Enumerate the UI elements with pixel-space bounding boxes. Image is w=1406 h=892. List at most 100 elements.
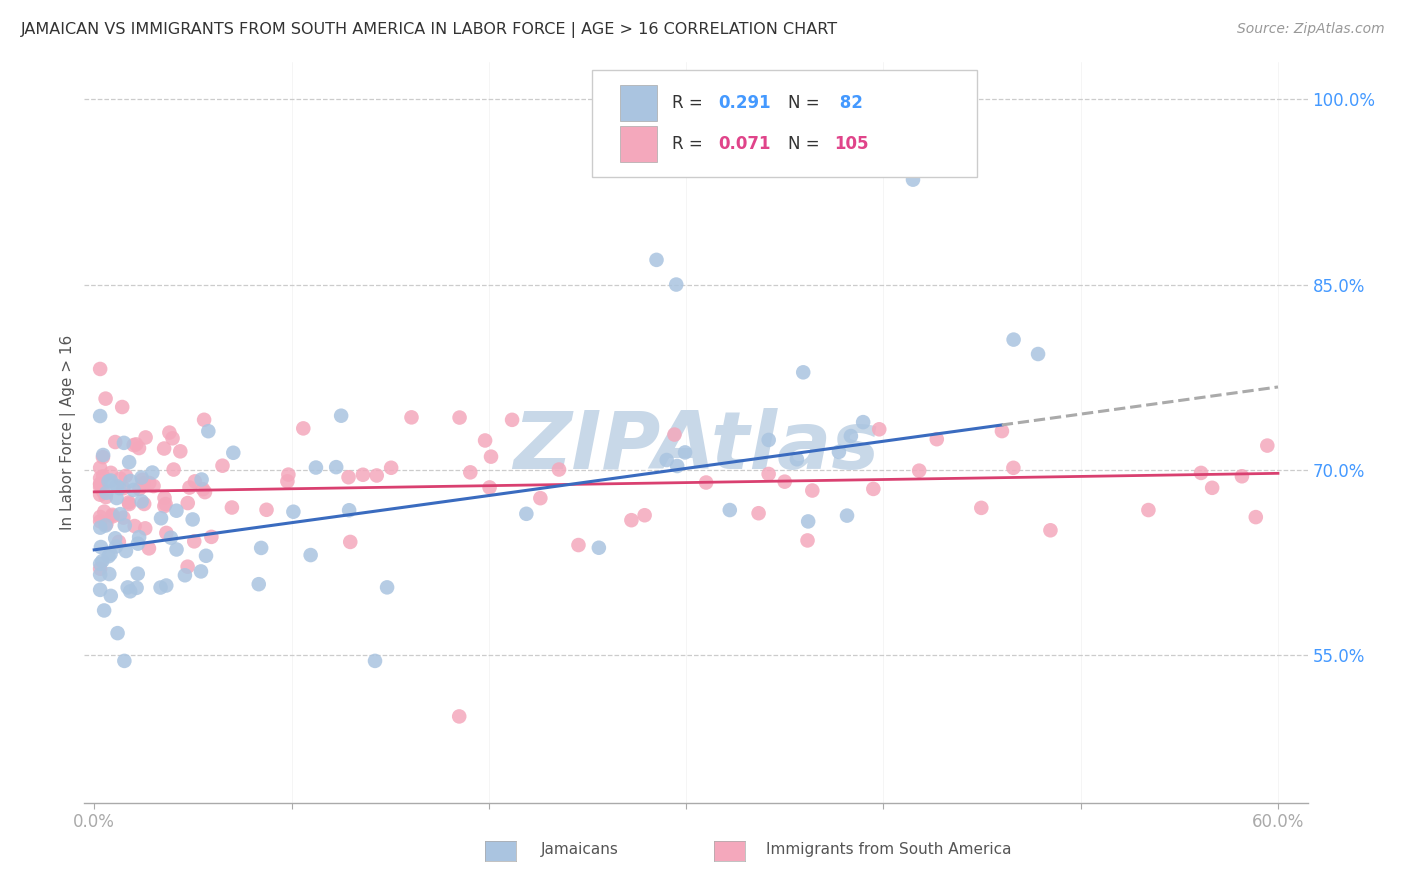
Point [458, 466, 481, 480]
Point [122, 438, 145, 452]
Point [177, 496, 200, 510]
Point [401, 410, 423, 425]
Point [181, 512, 204, 526]
Point [118, 497, 141, 511]
Text: 105: 105 [834, 135, 869, 153]
Point [1244, 510, 1267, 524]
Point [666, 458, 689, 473]
Point [115, 468, 138, 483]
Point [90, 540, 112, 554]
Text: Jamaicans: Jamaicans [541, 842, 619, 856]
Point [292, 421, 315, 435]
Point [1189, 466, 1212, 480]
Point [97, 549, 120, 564]
Point [94, 518, 117, 533]
Point [160, 531, 183, 545]
Point [89, 477, 111, 491]
Point [169, 444, 191, 458]
Point [852, 415, 875, 429]
Point [380, 460, 402, 475]
Point [128, 482, 150, 496]
Point [135, 430, 157, 444]
Point [337, 470, 360, 484]
Point [100, 466, 122, 480]
Point [299, 548, 322, 562]
Point [325, 460, 347, 475]
Text: Immigrants from South America: Immigrants from South America [766, 842, 1012, 856]
Text: 82: 82 [834, 95, 863, 112]
Point [1230, 469, 1253, 483]
Point [107, 626, 129, 640]
Point [183, 534, 205, 549]
Point [862, 482, 884, 496]
Point [101, 508, 124, 522]
Point [925, 432, 948, 446]
Point [155, 578, 177, 592]
Point [89, 557, 111, 571]
Point [1039, 523, 1062, 537]
Point [138, 475, 160, 490]
Point [89, 362, 111, 376]
Point [276, 475, 298, 489]
Text: 0.071: 0.071 [718, 135, 770, 153]
Point [93, 603, 115, 617]
Point [211, 458, 233, 473]
Point [200, 530, 222, 544]
Point [105, 491, 128, 505]
Point [114, 518, 136, 533]
Point [93, 505, 115, 519]
Point [127, 536, 149, 550]
Point [91, 484, 114, 499]
Text: N =: N = [787, 95, 824, 112]
Point [695, 475, 717, 490]
Text: 0.291: 0.291 [718, 95, 770, 112]
Point [91, 554, 114, 568]
Point [141, 466, 163, 480]
Text: Source: ZipAtlas.com: Source: ZipAtlas.com [1237, 22, 1385, 37]
Text: ZIPAtlas: ZIPAtlas [513, 409, 879, 486]
Point [153, 491, 176, 505]
Point [718, 503, 741, 517]
Point [449, 709, 471, 723]
Point [366, 468, 388, 483]
Point [901, 172, 924, 186]
Point [176, 559, 198, 574]
Point [277, 467, 299, 482]
Point [501, 413, 523, 427]
Point [150, 511, 173, 525]
Point [174, 568, 197, 582]
Point [157, 425, 180, 440]
Point [758, 433, 780, 447]
Point [828, 445, 851, 459]
Point [908, 464, 931, 478]
Point [127, 566, 149, 581]
Point [620, 513, 643, 527]
Point [110, 507, 132, 521]
Point [118, 495, 141, 509]
Point [474, 434, 496, 448]
Point [112, 481, 135, 495]
Point [166, 542, 188, 557]
Point [89, 582, 111, 597]
Point [1002, 333, 1025, 347]
Point [142, 479, 165, 493]
Point [97, 475, 120, 489]
Point [104, 435, 127, 450]
Text: N =: N = [787, 135, 824, 153]
Point [91, 450, 114, 464]
Point [111, 400, 134, 414]
Point [98, 567, 121, 582]
Point [89, 460, 111, 475]
Point [91, 448, 114, 462]
Point [89, 409, 111, 423]
Point [162, 431, 184, 445]
Point [991, 424, 1014, 438]
Point [89, 562, 111, 576]
Point [89, 477, 111, 491]
Point [352, 467, 374, 482]
Point [797, 515, 820, 529]
Point [131, 494, 153, 508]
Point [250, 541, 273, 555]
Point [194, 485, 217, 500]
Point [655, 453, 678, 467]
